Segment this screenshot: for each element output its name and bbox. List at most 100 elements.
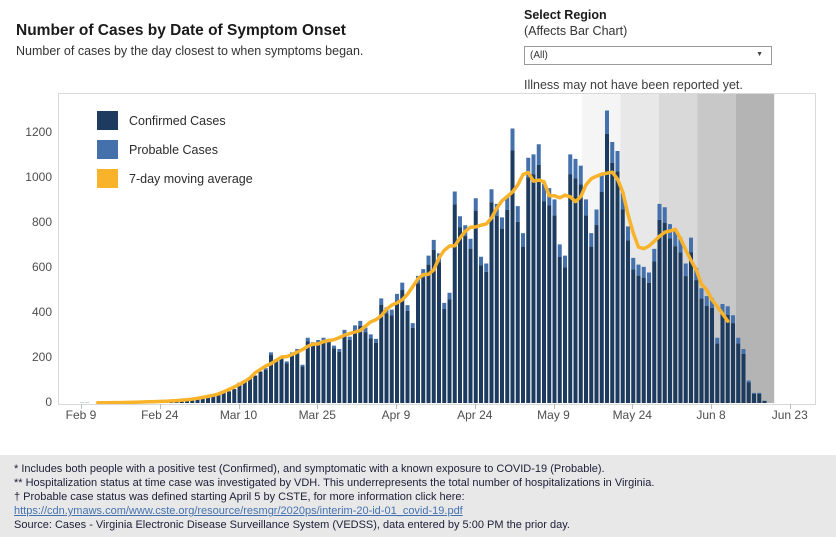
legend-item-moving-average[interactable]: 7-day moving average <box>97 169 253 188</box>
bar[interactable] <box>752 392 756 403</box>
bar[interactable] <box>468 238 473 403</box>
bar[interactable] <box>710 298 714 403</box>
region-dropdown[interactable]: (All) ▼ <box>524 46 772 65</box>
bar[interactable] <box>536 144 541 403</box>
bar[interactable] <box>426 255 431 404</box>
bar[interactable] <box>547 188 552 403</box>
bar[interactable] <box>694 268 699 403</box>
bar[interactable] <box>668 224 672 403</box>
bar[interactable] <box>353 325 357 404</box>
bar[interactable] <box>552 199 557 403</box>
bar[interactable] <box>263 368 268 403</box>
chart-canvas[interactable] <box>59 94 815 404</box>
bar[interactable] <box>479 256 483 403</box>
bar[interactable] <box>741 349 746 403</box>
bar[interactable] <box>248 378 252 403</box>
bar[interactable] <box>368 334 373 403</box>
legend-item-confirmed[interactable]: Confirmed Cases <box>97 111 253 130</box>
bar[interactable] <box>594 209 599 404</box>
bar[interactable] <box>363 327 368 404</box>
bar[interactable] <box>274 359 279 403</box>
cste-guidance-link[interactable]: https://cdn.ymaws.com/www.cste.org/resou… <box>14 505 463 517</box>
bar[interactable] <box>316 340 321 403</box>
bar[interactable] <box>452 191 457 404</box>
bar[interactable] <box>489 189 494 403</box>
bar[interactable] <box>311 342 315 403</box>
bar[interactable] <box>641 266 646 403</box>
bar[interactable] <box>206 396 210 403</box>
bar[interactable] <box>647 272 651 404</box>
bar[interactable] <box>610 142 615 403</box>
bar[interactable] <box>374 338 378 403</box>
bar[interactable] <box>389 309 394 403</box>
bar[interactable] <box>300 364 305 403</box>
bar[interactable] <box>720 304 725 403</box>
bar[interactable] <box>542 183 546 403</box>
bar[interactable] <box>347 336 352 403</box>
bar[interactable] <box>290 352 294 403</box>
bar[interactable] <box>494 203 499 403</box>
bar[interactable] <box>227 391 231 403</box>
bar[interactable] <box>269 352 273 403</box>
bar[interactable] <box>400 282 405 403</box>
bar[interactable] <box>458 216 462 403</box>
bar[interactable] <box>442 302 447 403</box>
bar[interactable] <box>584 199 588 403</box>
bar[interactable] <box>211 395 216 403</box>
bar[interactable] <box>437 253 441 404</box>
bar[interactable] <box>589 233 594 404</box>
bar[interactable] <box>699 288 704 403</box>
bar-chart-plot[interactable] <box>58 93 816 405</box>
bar[interactable] <box>599 173 604 404</box>
bar[interactable] <box>605 110 609 404</box>
bar[interactable] <box>379 298 384 403</box>
bar[interactable] <box>715 337 720 403</box>
bar[interactable] <box>195 398 200 404</box>
bar[interactable] <box>521 233 525 404</box>
bar[interactable] <box>657 203 662 403</box>
bar[interactable] <box>258 371 263 404</box>
bar[interactable] <box>416 275 420 403</box>
bar[interactable] <box>510 128 515 404</box>
bar[interactable] <box>526 157 531 403</box>
bar[interactable] <box>725 306 730 403</box>
bar[interactable] <box>332 345 336 403</box>
bar[interactable] <box>216 394 221 403</box>
bar[interactable] <box>447 292 452 403</box>
bar[interactable] <box>731 315 735 404</box>
bar[interactable] <box>531 154 536 403</box>
bar[interactable] <box>253 375 258 403</box>
bar[interactable] <box>431 239 436 403</box>
bar[interactable] <box>757 392 762 403</box>
bar[interactable] <box>662 207 667 403</box>
bar[interactable] <box>704 296 709 403</box>
bar[interactable] <box>221 392 226 404</box>
bar[interactable] <box>678 237 683 403</box>
bar[interactable] <box>578 165 583 403</box>
bar[interactable] <box>190 399 195 403</box>
legend-item-probable[interactable]: Probable Cases <box>97 140 253 159</box>
bar[interactable] <box>500 217 504 404</box>
bar[interactable] <box>568 154 573 403</box>
bar[interactable] <box>736 337 741 403</box>
bar[interactable] <box>631 257 636 403</box>
bar[interactable] <box>295 349 300 403</box>
bar[interactable] <box>484 263 489 404</box>
bar[interactable] <box>762 400 767 403</box>
bar[interactable] <box>515 206 520 404</box>
bar[interactable] <box>615 151 620 403</box>
bar[interactable] <box>683 263 688 404</box>
bar[interactable] <box>284 361 289 403</box>
bar[interactable] <box>410 323 415 403</box>
bar[interactable] <box>200 398 205 403</box>
bar[interactable] <box>321 337 326 404</box>
bar[interactable] <box>573 158 578 403</box>
bar[interactable] <box>242 380 247 404</box>
bar[interactable] <box>620 192 625 403</box>
bar[interactable] <box>652 248 657 403</box>
bar[interactable] <box>358 320 363 403</box>
bar[interactable] <box>473 198 478 404</box>
bar[interactable] <box>232 389 237 403</box>
bar[interactable] <box>279 356 284 403</box>
bar[interactable] <box>237 382 242 403</box>
